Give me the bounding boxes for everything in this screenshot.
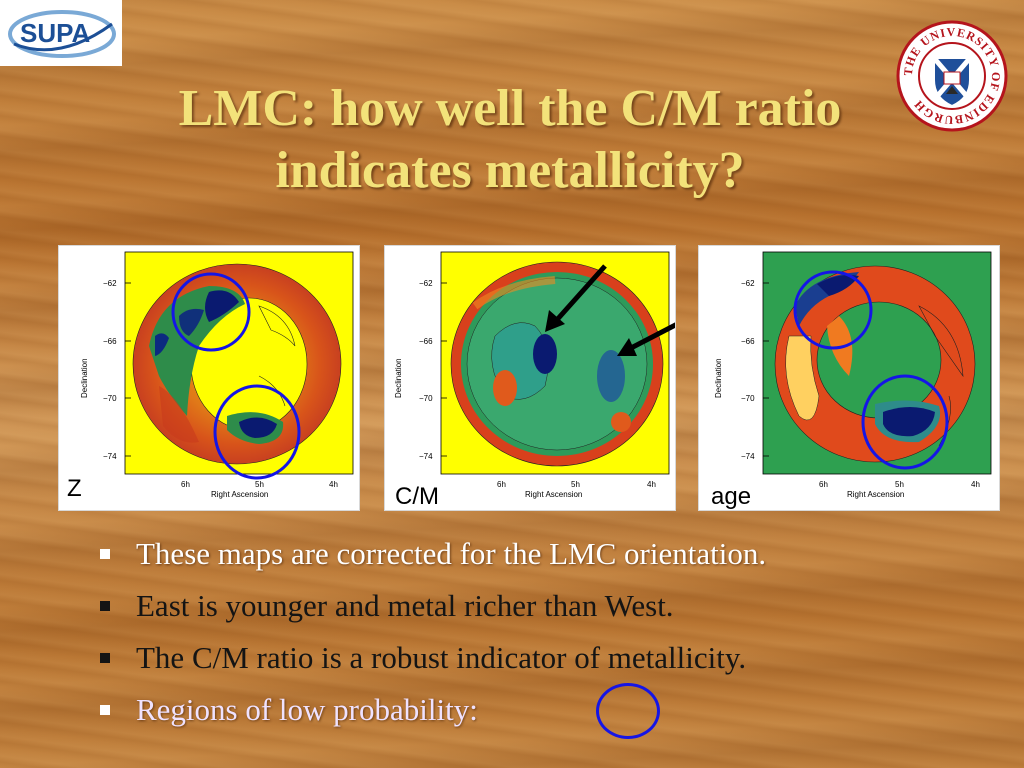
map-label-age: age [711, 483, 752, 510]
metallicity-map-panel: −62 −66 −70 −74 Declination 6h 5h 4h Rig… [58, 245, 360, 511]
square-bullet-icon [100, 601, 110, 611]
x-tick-label: 5h [255, 480, 264, 489]
y-tick-label: −62 [741, 279, 755, 288]
y-tick-label: −70 [419, 394, 433, 403]
y-tick-label: −70 [741, 394, 755, 403]
highlight-circle [213, 384, 301, 480]
low-probability-circle-icon [596, 683, 660, 739]
bullet-item: These maps are corrected for the LMC ori… [98, 528, 978, 580]
supa-logo-text: SUPA [20, 18, 91, 48]
arrow-icon [617, 322, 675, 356]
cm-ratio-map-panel: −62 −66 −70 −74 Declination 6h 5h 4h Rig… [384, 245, 676, 511]
square-bullet-icon [100, 549, 110, 559]
bullet-text: The C/M ratio is a robust indicator of m… [136, 640, 747, 675]
x-tick-label: 6h [819, 480, 828, 489]
y-axis-label: Declination [714, 358, 723, 398]
slide-title: LMC: how well the C/M ratio indicates me… [80, 78, 940, 202]
bullet-text: These maps are corrected for the LMC ori… [136, 536, 767, 571]
x-axis-label: Right Ascension [525, 490, 582, 499]
y-tick-label: −70 [103, 394, 117, 403]
y-axis-label: Declination [394, 358, 403, 398]
bullet-list: These maps are corrected for the LMC ori… [98, 528, 978, 736]
highlight-circle [171, 272, 251, 352]
university-of-edinburgh-crest: THE UNIVERSITY OF EDINBURGH [896, 20, 1008, 132]
map-label-z: Z [67, 475, 82, 502]
x-tick-label: 5h [571, 480, 580, 489]
y-tick-label: −62 [419, 279, 433, 288]
square-bullet-icon [100, 705, 110, 715]
age-map-panel: −62 −66 −70 −74 Declination 6h 5h 4h Rig… [698, 245, 1000, 511]
bullet-item: Regions of low probability: [98, 684, 978, 736]
x-tick-label: 4h [329, 480, 338, 489]
bullet-text: East is younger and metal richer than We… [136, 588, 674, 623]
y-tick-label: −66 [741, 337, 755, 346]
slide-title-line-2: indicates metallicity? [275, 142, 745, 199]
bullet-item: The C/M ratio is a robust indicator of m… [98, 632, 978, 684]
x-tick-label: 6h [497, 480, 506, 489]
supa-logo: SUPA [0, 0, 122, 66]
bullet-text: Regions of low probability: [136, 692, 478, 727]
square-bullet-icon [100, 653, 110, 663]
x-tick-label: 6h [181, 480, 190, 489]
bullet-item: East is younger and metal richer than We… [98, 580, 978, 632]
highlight-circle [793, 270, 873, 350]
x-tick-label: 4h [647, 480, 656, 489]
x-tick-label: 5h [895, 480, 904, 489]
y-tick-label: −66 [103, 337, 117, 346]
x-axis-label: Right Ascension [847, 490, 904, 499]
highlight-circle [861, 374, 949, 470]
y-tick-label: −74 [103, 452, 117, 461]
y-tick-label: −74 [419, 452, 433, 461]
x-tick-label: 4h [971, 480, 980, 489]
map-label-cm: C/M [395, 483, 439, 510]
y-tick-label: −74 [741, 452, 755, 461]
arrow-icon [545, 264, 607, 332]
slide-title-line-1: LMC: how well the C/M ratio [178, 80, 842, 137]
y-tick-label: −66 [419, 337, 433, 346]
x-axis-label: Right Ascension [211, 490, 268, 499]
y-axis-label: Declination [80, 358, 89, 398]
y-tick-label: −62 [103, 279, 117, 288]
